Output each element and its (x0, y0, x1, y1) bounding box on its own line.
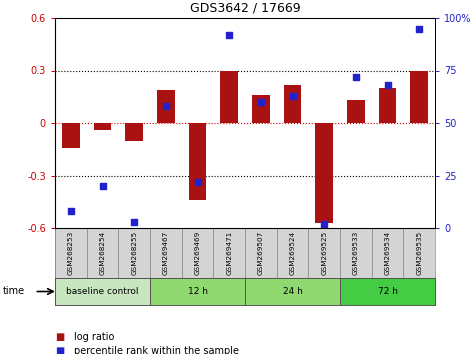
Text: GSM269471: GSM269471 (226, 230, 232, 275)
Bar (55, 228, 87, 278)
Bar (347, 100, 365, 123)
Text: percentile rank within the sample: percentile rank within the sample (74, 346, 239, 354)
Bar (411, 70, 428, 123)
Bar (340, 278, 435, 305)
Text: 72 h: 72 h (377, 287, 397, 296)
Bar (150, 228, 182, 278)
Point (162, 103, 170, 109)
Bar (55, 278, 150, 305)
Text: 24 h: 24 h (282, 287, 302, 296)
Bar (220, 70, 238, 123)
Bar (182, 228, 213, 278)
Bar (118, 228, 150, 278)
Text: ■: ■ (55, 332, 64, 342)
Text: baseline control: baseline control (66, 287, 139, 296)
Bar (372, 228, 403, 278)
Text: ■: ■ (55, 346, 64, 354)
Text: 12 h: 12 h (187, 287, 208, 296)
Bar (150, 278, 245, 305)
Bar (308, 228, 340, 278)
Text: GSM269535: GSM269535 (416, 230, 422, 275)
Bar (189, 123, 206, 200)
Bar (245, 278, 340, 305)
Point (99, 183, 106, 189)
Text: log ratio: log ratio (74, 332, 114, 342)
Text: GSM269534: GSM269534 (385, 230, 391, 275)
Text: GSM269524: GSM269524 (289, 230, 296, 275)
Bar (87, 228, 118, 278)
Bar (252, 95, 270, 123)
Point (289, 93, 296, 98)
Bar (315, 123, 333, 223)
Bar (125, 123, 143, 141)
Point (257, 99, 264, 105)
Bar (277, 228, 308, 278)
Text: GSM269507: GSM269507 (258, 230, 264, 275)
Text: GSM269467: GSM269467 (163, 230, 169, 275)
Text: GSM268254: GSM268254 (99, 230, 105, 275)
Text: GSM268255: GSM268255 (131, 230, 137, 275)
Bar (157, 90, 175, 123)
Point (225, 32, 233, 38)
Text: GSM269533: GSM269533 (353, 230, 359, 275)
Bar (379, 88, 396, 123)
Bar (284, 85, 301, 123)
Bar (62, 123, 79, 148)
Point (67, 209, 75, 214)
Text: GDS3642 / 17669: GDS3642 / 17669 (190, 1, 300, 15)
Text: GSM268253: GSM268253 (68, 230, 74, 275)
Bar (213, 228, 245, 278)
Point (131, 219, 138, 224)
Bar (94, 123, 111, 130)
Text: time: time (2, 286, 25, 297)
Point (194, 179, 201, 185)
Bar (403, 228, 435, 278)
Text: GSM269525: GSM269525 (321, 230, 327, 275)
Bar (245, 228, 277, 278)
Point (415, 26, 423, 32)
Text: GSM269469: GSM269469 (194, 230, 201, 275)
Point (384, 82, 391, 88)
Point (352, 74, 359, 80)
Bar (340, 228, 372, 278)
Point (320, 221, 328, 227)
